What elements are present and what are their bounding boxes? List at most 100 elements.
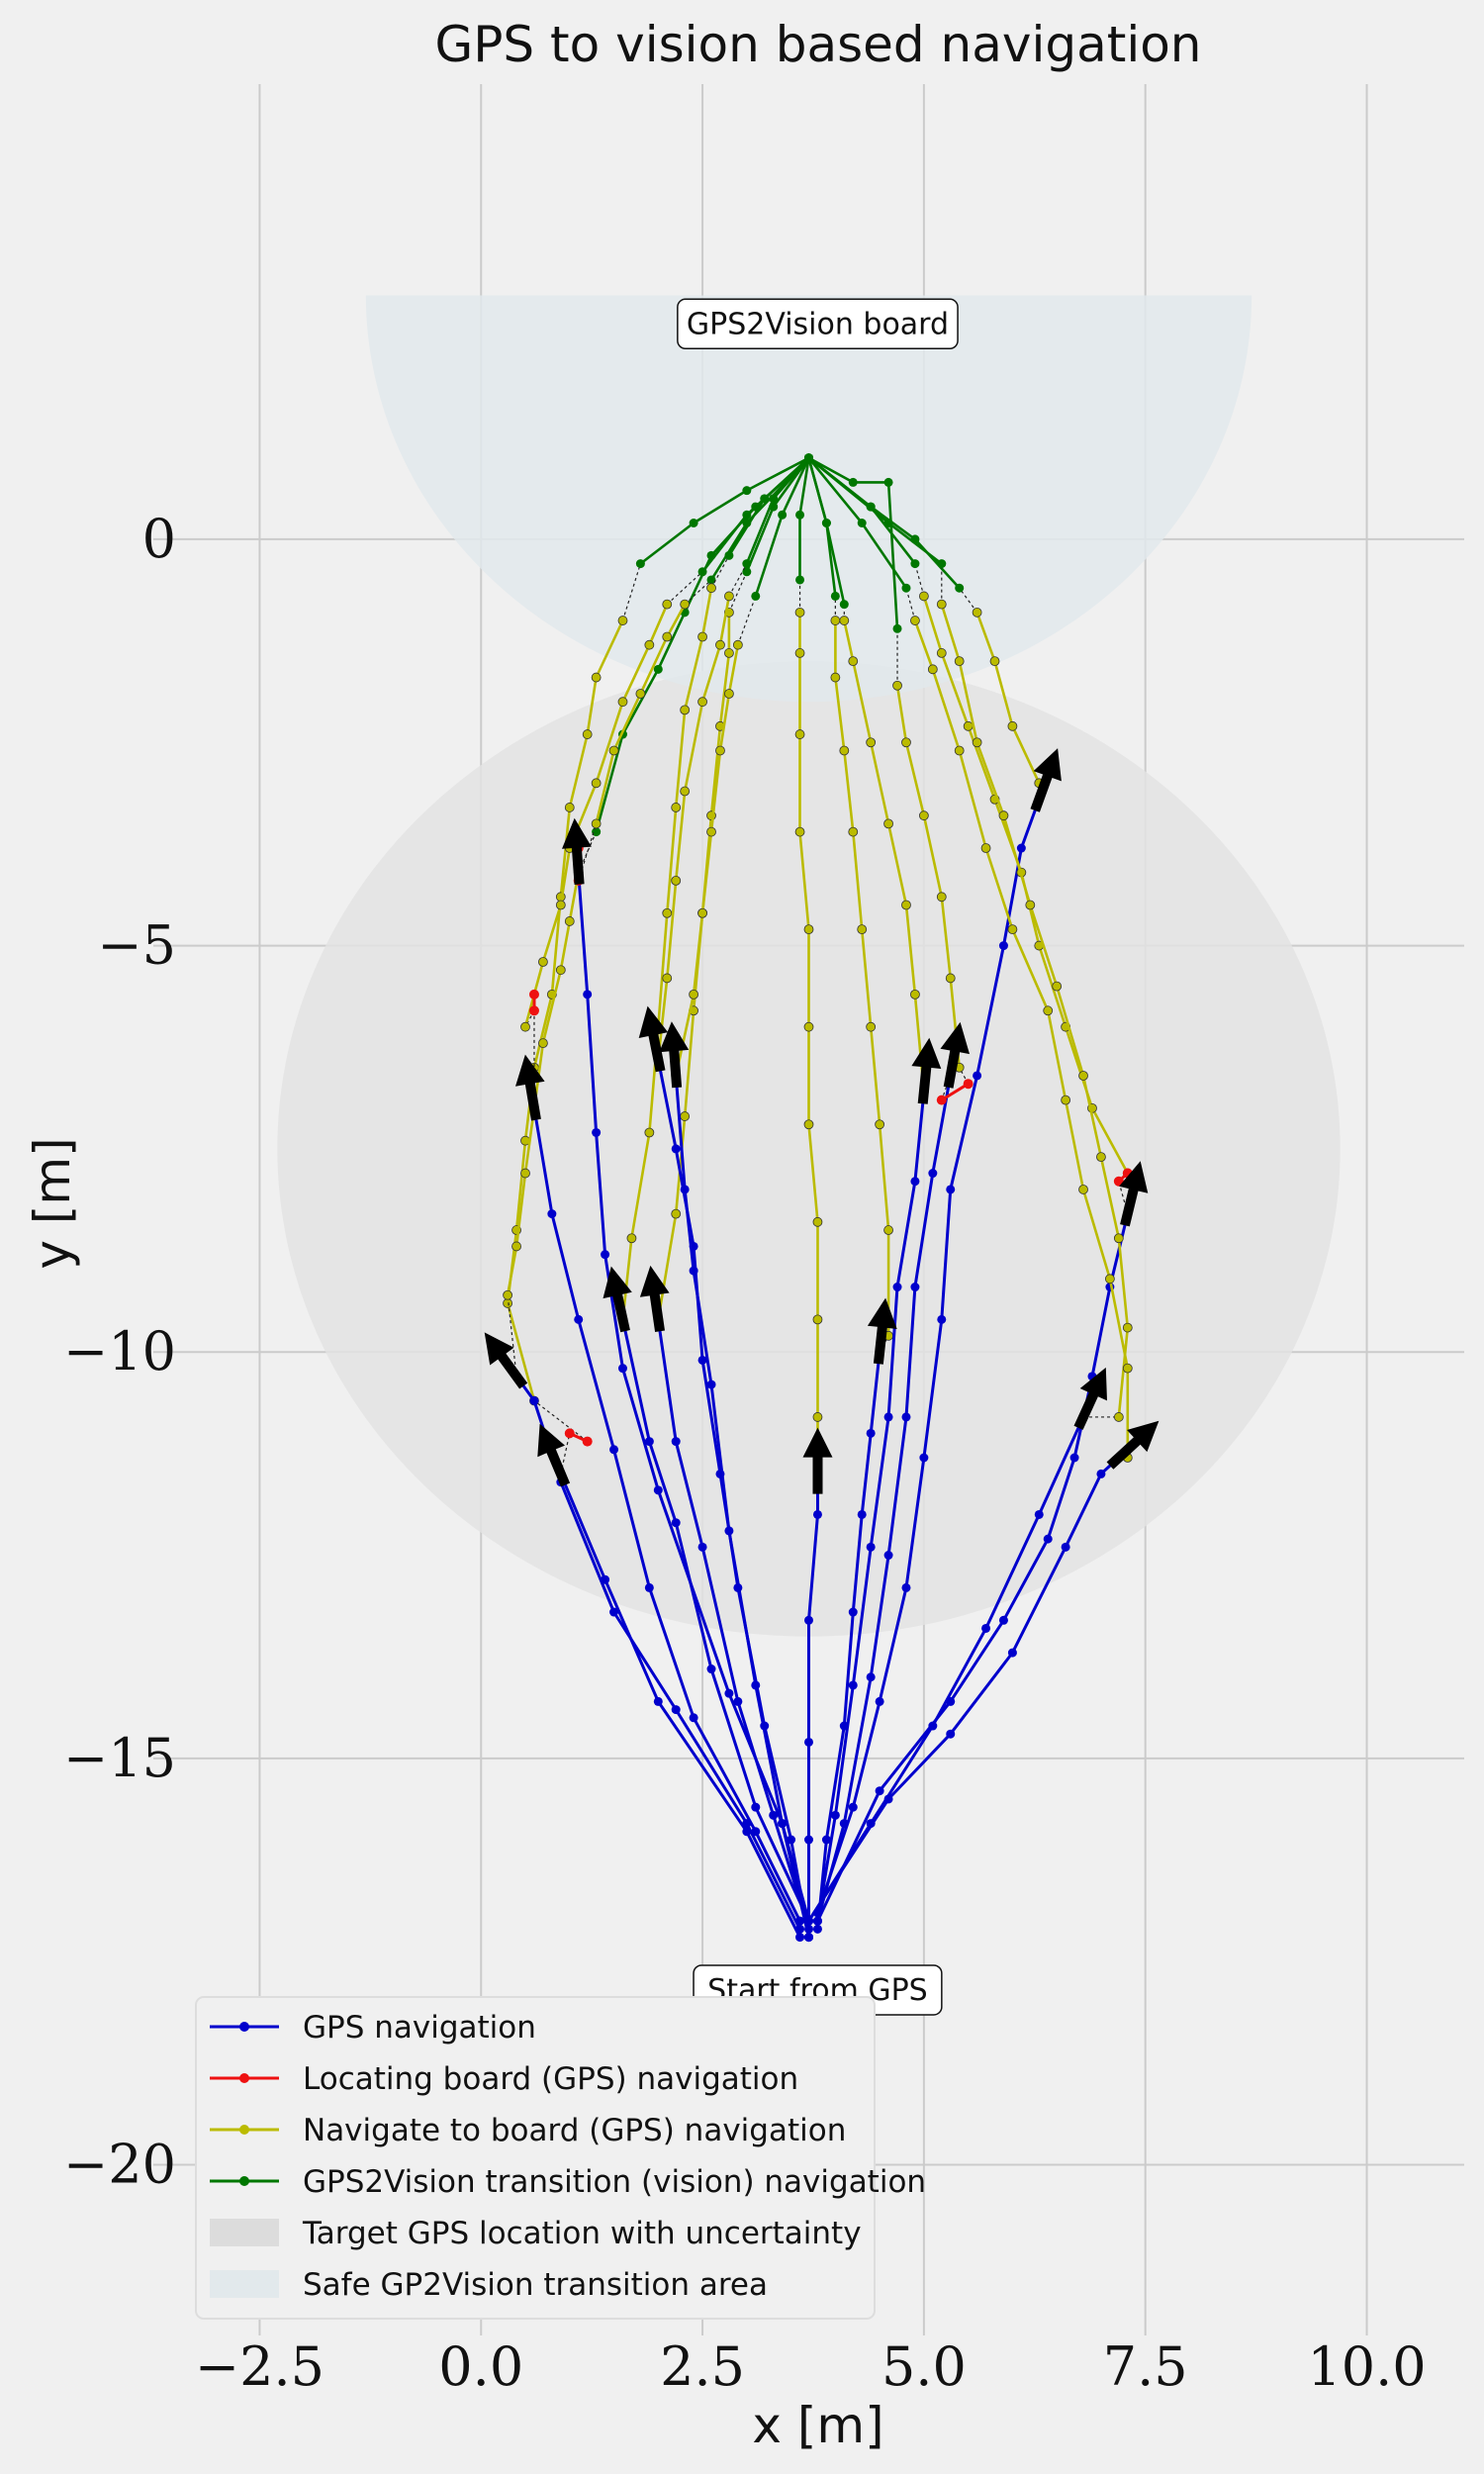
vision-transition-point <box>883 477 893 487</box>
regions <box>277 295 1341 1637</box>
gps-navigation-point <box>910 1177 920 1187</box>
navigate-to-board-point <box>715 745 725 756</box>
navigate-to-board-point <box>671 1208 682 1219</box>
heading-arrow <box>940 1021 970 1089</box>
gps-navigation-line <box>656 1319 810 1930</box>
navigate-to-board-point <box>963 720 974 731</box>
board-annotation: GPS2Vision board <box>687 307 949 341</box>
navigate-to-board-point <box>555 965 566 976</box>
annotation-box <box>677 298 959 350</box>
navigate-to-board-point <box>980 843 991 853</box>
navigate-to-board-point <box>1007 720 1018 731</box>
gps-navigation-point <box>1069 1453 1079 1463</box>
y-tick-label: 0 <box>142 508 176 570</box>
gps-navigation-point <box>1034 1509 1044 1519</box>
x-tick-label: 0.0 <box>438 2335 523 2398</box>
gps-navigation-point <box>644 1582 654 1592</box>
legend: GPS navigation Locating board (GPS) navig… <box>195 1996 926 2320</box>
vision-transition-point <box>937 559 947 569</box>
gps-navigation-point <box>617 1364 627 1374</box>
navigate-to-board-point <box>812 1314 823 1325</box>
navigate-to-board-point <box>1113 1233 1124 1244</box>
vision-transition-point <box>706 575 716 585</box>
heading-arrow <box>515 1054 545 1121</box>
navigate-to-board-point <box>1122 1322 1133 1333</box>
gps-navigation-point <box>812 1924 822 1934</box>
heading-arrow <box>911 1037 942 1104</box>
navigate-to-board-point <box>1052 981 1063 992</box>
y-tick-label: −5 <box>97 914 176 977</box>
gps-navigation-point <box>574 1314 584 1324</box>
vision-transition-point <box>742 559 752 569</box>
navigate-to-board-point <box>883 818 893 829</box>
navigate-to-board-point <box>883 1225 893 1235</box>
gps-navigation-point <box>875 1696 884 1706</box>
navigate-to-board-point <box>812 1412 823 1422</box>
navigate-to-board-point <box>564 803 575 812</box>
vision-transition-point <box>760 494 770 504</box>
navigate-to-board-point <box>936 599 947 610</box>
gps-navigation-point <box>689 1713 698 1723</box>
gps-navigation-point <box>778 1819 788 1829</box>
gps-navigation-point <box>946 1729 956 1739</box>
navigate-to-board-point <box>1043 1005 1054 1016</box>
y-tick-label: −10 <box>63 1320 176 1382</box>
gps-navigation-point <box>919 1453 929 1463</box>
locating-board-point <box>963 1079 974 1090</box>
navigate-to-board-point <box>626 1233 637 1244</box>
gps-navigation-point <box>653 1696 663 1706</box>
gps-navigation-point <box>795 1924 805 1934</box>
navigate-to-board-point <box>1061 1094 1071 1105</box>
transition-connector <box>959 587 978 614</box>
locating-board-point <box>528 989 539 999</box>
vision-transition-point <box>697 567 707 577</box>
navigate-to-board-point <box>830 616 841 625</box>
transition-connector <box>737 596 757 645</box>
gps-navigation-point <box>592 1127 602 1137</box>
gps-navigation-point <box>892 1283 902 1292</box>
heading-arrow <box>1119 1161 1149 1227</box>
navigate-to-board-point <box>591 672 602 683</box>
navigate-to-board-point <box>689 989 699 999</box>
navigate-to-board-point <box>1078 1185 1088 1194</box>
gps-navigation-point <box>804 1615 813 1625</box>
gps-navigation-point <box>644 1437 654 1447</box>
navigate-to-board-point <box>918 810 929 821</box>
vision-transition-point <box>689 519 698 528</box>
heading-arrow <box>1106 1420 1159 1470</box>
vision-transition-point <box>821 519 831 528</box>
gps-navigation-point <box>715 1469 725 1478</box>
navigate-to-board-point <box>680 786 691 797</box>
vision-transition-point <box>635 559 645 569</box>
vision-transition-point <box>804 453 813 463</box>
trajectory-run <box>804 453 974 1926</box>
vision-transition-point <box>769 494 779 504</box>
gps-navigation-point <box>812 1509 822 1519</box>
gps-navigation-point <box>1096 1469 1106 1478</box>
navigate-to-board-point <box>520 1021 530 1032</box>
navigate-to-board-point <box>706 826 716 837</box>
gps-navigation-point <box>733 1696 743 1706</box>
gps-navigation-point <box>697 1355 707 1365</box>
legend-marker <box>239 2125 249 2135</box>
vision-transition-point <box>955 583 965 593</box>
heading-arrow <box>639 1265 670 1332</box>
navigate-to-board-point <box>520 1168 530 1179</box>
transition-connector <box>710 555 730 589</box>
gps-navigation-point <box>689 1241 698 1251</box>
gps-navigation-point <box>751 1802 761 1812</box>
gps-navigation-point <box>1007 1648 1017 1658</box>
x-tick-label: 7.5 <box>1103 2335 1188 2398</box>
gps-navigation-point <box>804 1933 813 1943</box>
target-uncertainty-region <box>277 661 1341 1637</box>
navigate-to-board-point <box>839 745 850 756</box>
navigate-to-board-point <box>564 916 575 926</box>
gps-navigation-line <box>807 1481 819 1938</box>
gps-navigation-point <box>697 1542 707 1552</box>
trajectory-run <box>794 453 823 1943</box>
vision-transition-line <box>807 456 899 629</box>
heading-arrow <box>603 1266 632 1333</box>
navigate-to-board-point <box>503 1298 513 1308</box>
vision-transition-point <box>857 519 867 528</box>
